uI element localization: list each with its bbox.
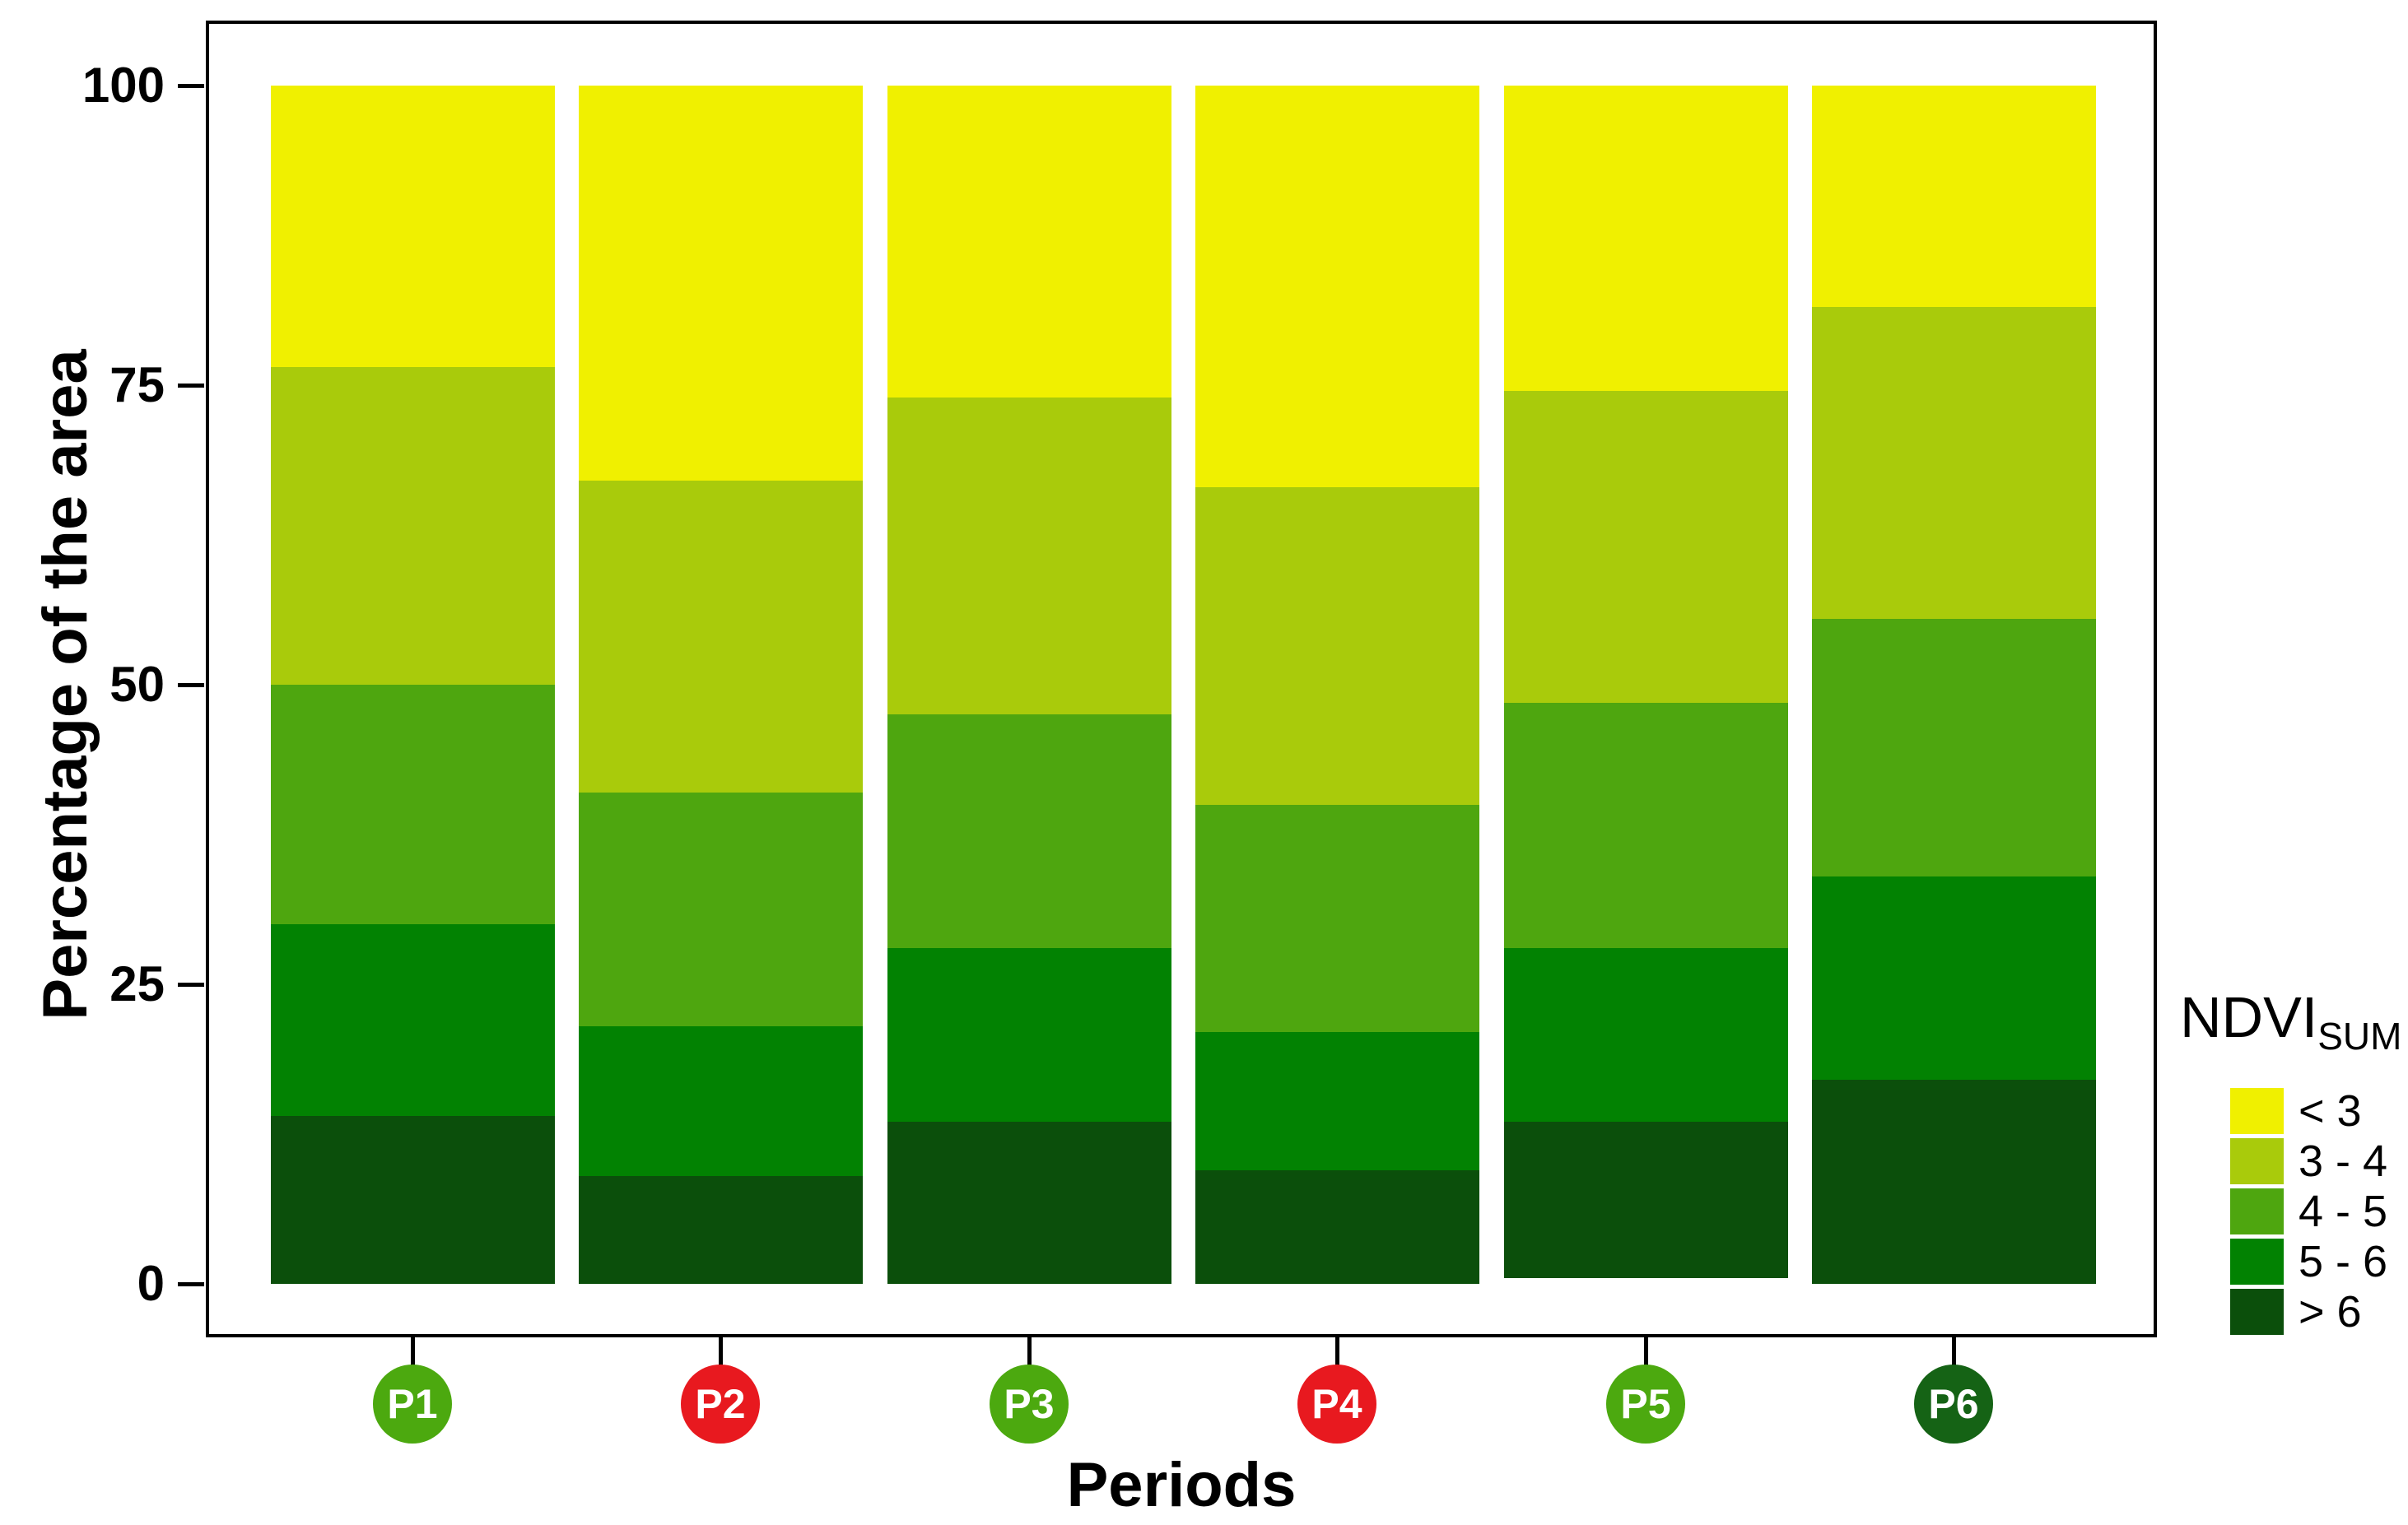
bar-segment-P2-5 - 6 — [578, 1025, 863, 1176]
y-axis-title: Percentage of the area — [30, 349, 100, 1021]
period-badge-P3: P3 — [990, 1365, 1069, 1444]
stacked-bar-P1 — [270, 86, 555, 1284]
bar-segment-P3-5 - 6 — [887, 948, 1171, 1123]
y-tick-label: 0 — [137, 1256, 165, 1311]
period-badge-P5: P5 — [1606, 1365, 1685, 1444]
bar-segment-P6-< 3 — [1811, 86, 2096, 308]
x-tick-mark — [718, 1337, 723, 1365]
bar-segment-P4-> 6 — [1195, 1169, 1479, 1284]
x-axis-title: Periods — [1066, 1450, 1297, 1520]
bar-segment-P4-3 - 4 — [1195, 486, 1479, 805]
y-tick-mark — [178, 982, 204, 987]
x-tick-mark — [1027, 1337, 1032, 1365]
bar-segment-P3-3 - 4 — [887, 397, 1171, 715]
x-tick-mark — [410, 1337, 415, 1365]
y-tick-label: 25 — [109, 956, 165, 1011]
bar-segment-P6-> 6 — [1811, 1080, 2096, 1284]
stacked-bar-P6 — [1811, 86, 2096, 1284]
y-tick-mark — [178, 1281, 204, 1286]
y-tick-label: 75 — [109, 357, 165, 412]
stacked-bar-P3 — [887, 86, 1171, 1284]
stacked-bar-P4 — [1195, 86, 1479, 1284]
bar-segment-P1-5 - 6 — [270, 924, 555, 1117]
legend-title-subscript: SUM — [2317, 1015, 2402, 1058]
legend-swatch-4 - 5 — [2230, 1188, 2284, 1234]
legend-title: NDVISUM — [2180, 986, 2401, 1067]
bar-segment-P2-3 - 4 — [578, 481, 863, 793]
bar-segment-P4-< 3 — [1195, 86, 1479, 487]
bar-segment-P1-4 - 5 — [270, 684, 555, 925]
legend-label-5 - 6: 5 - 6 — [2299, 1237, 2388, 1286]
period-badge-P4: P4 — [1297, 1365, 1376, 1444]
x-tick-mark — [1951, 1337, 1956, 1365]
period-badge-P6: P6 — [1914, 1365, 1993, 1444]
bar-segment-P5-4 - 5 — [1503, 702, 1788, 949]
y-tick-label: 100 — [82, 58, 165, 113]
y-tick-mark — [178, 682, 204, 687]
bar-segment-P1-> 6 — [270, 1116, 555, 1284]
y-tick-label: 50 — [109, 657, 165, 712]
bar-segment-P5-3 - 4 — [1503, 391, 1788, 703]
bar-segment-P6-5 - 6 — [1811, 876, 2096, 1081]
stacked-bar-P2 — [578, 86, 863, 1284]
legend-swatch-< 3 — [2230, 1088, 2284, 1134]
stacked-bar-P5 — [1503, 86, 1788, 1284]
bar-segment-P3-> 6 — [887, 1122, 1171, 1284]
bar-segment-P6-3 - 4 — [1811, 307, 2096, 619]
bar-segment-P2-> 6 — [578, 1175, 863, 1284]
y-tick-mark — [178, 83, 204, 88]
bar-segment-P5-5 - 6 — [1503, 948, 1788, 1123]
bar-segment-P4-4 - 5 — [1195, 804, 1479, 1033]
y-tick-mark — [178, 383, 204, 388]
legend-title-text: NDVI — [2180, 985, 2318, 1049]
legend-label-< 3: < 3 — [2299, 1086, 2362, 1136]
x-tick-mark — [1643, 1337, 1648, 1365]
bar-segment-P5-> 6 — [1503, 1122, 1788, 1278]
bar-segment-P2-4 - 5 — [578, 793, 863, 1026]
legend-label-> 6: > 6 — [2299, 1287, 2362, 1337]
legend-label-3 - 4: 3 - 4 — [2299, 1137, 2388, 1186]
bar-segment-P5-< 3 — [1503, 86, 1788, 392]
x-tick-mark — [1334, 1337, 1339, 1365]
bar-segment-P1-3 - 4 — [270, 367, 555, 685]
bar-segment-P1-< 3 — [270, 86, 555, 368]
legend-label-4 - 5: 4 - 5 — [2299, 1187, 2388, 1236]
bar-segment-P3-4 - 5 — [887, 714, 1171, 949]
period-badge-P2: P2 — [681, 1365, 760, 1444]
period-badge-P1: P1 — [373, 1365, 452, 1444]
bar-segment-P4-5 - 6 — [1195, 1032, 1479, 1170]
bar-segment-P2-< 3 — [578, 86, 863, 481]
bar-segment-P6-4 - 5 — [1811, 618, 2096, 876]
legend-swatch-> 6 — [2230, 1289, 2284, 1335]
legend-swatch-3 - 4 — [2230, 1138, 2284, 1184]
bar-segment-P3-< 3 — [887, 86, 1171, 398]
legend-swatch-5 - 6 — [2230, 1239, 2284, 1285]
